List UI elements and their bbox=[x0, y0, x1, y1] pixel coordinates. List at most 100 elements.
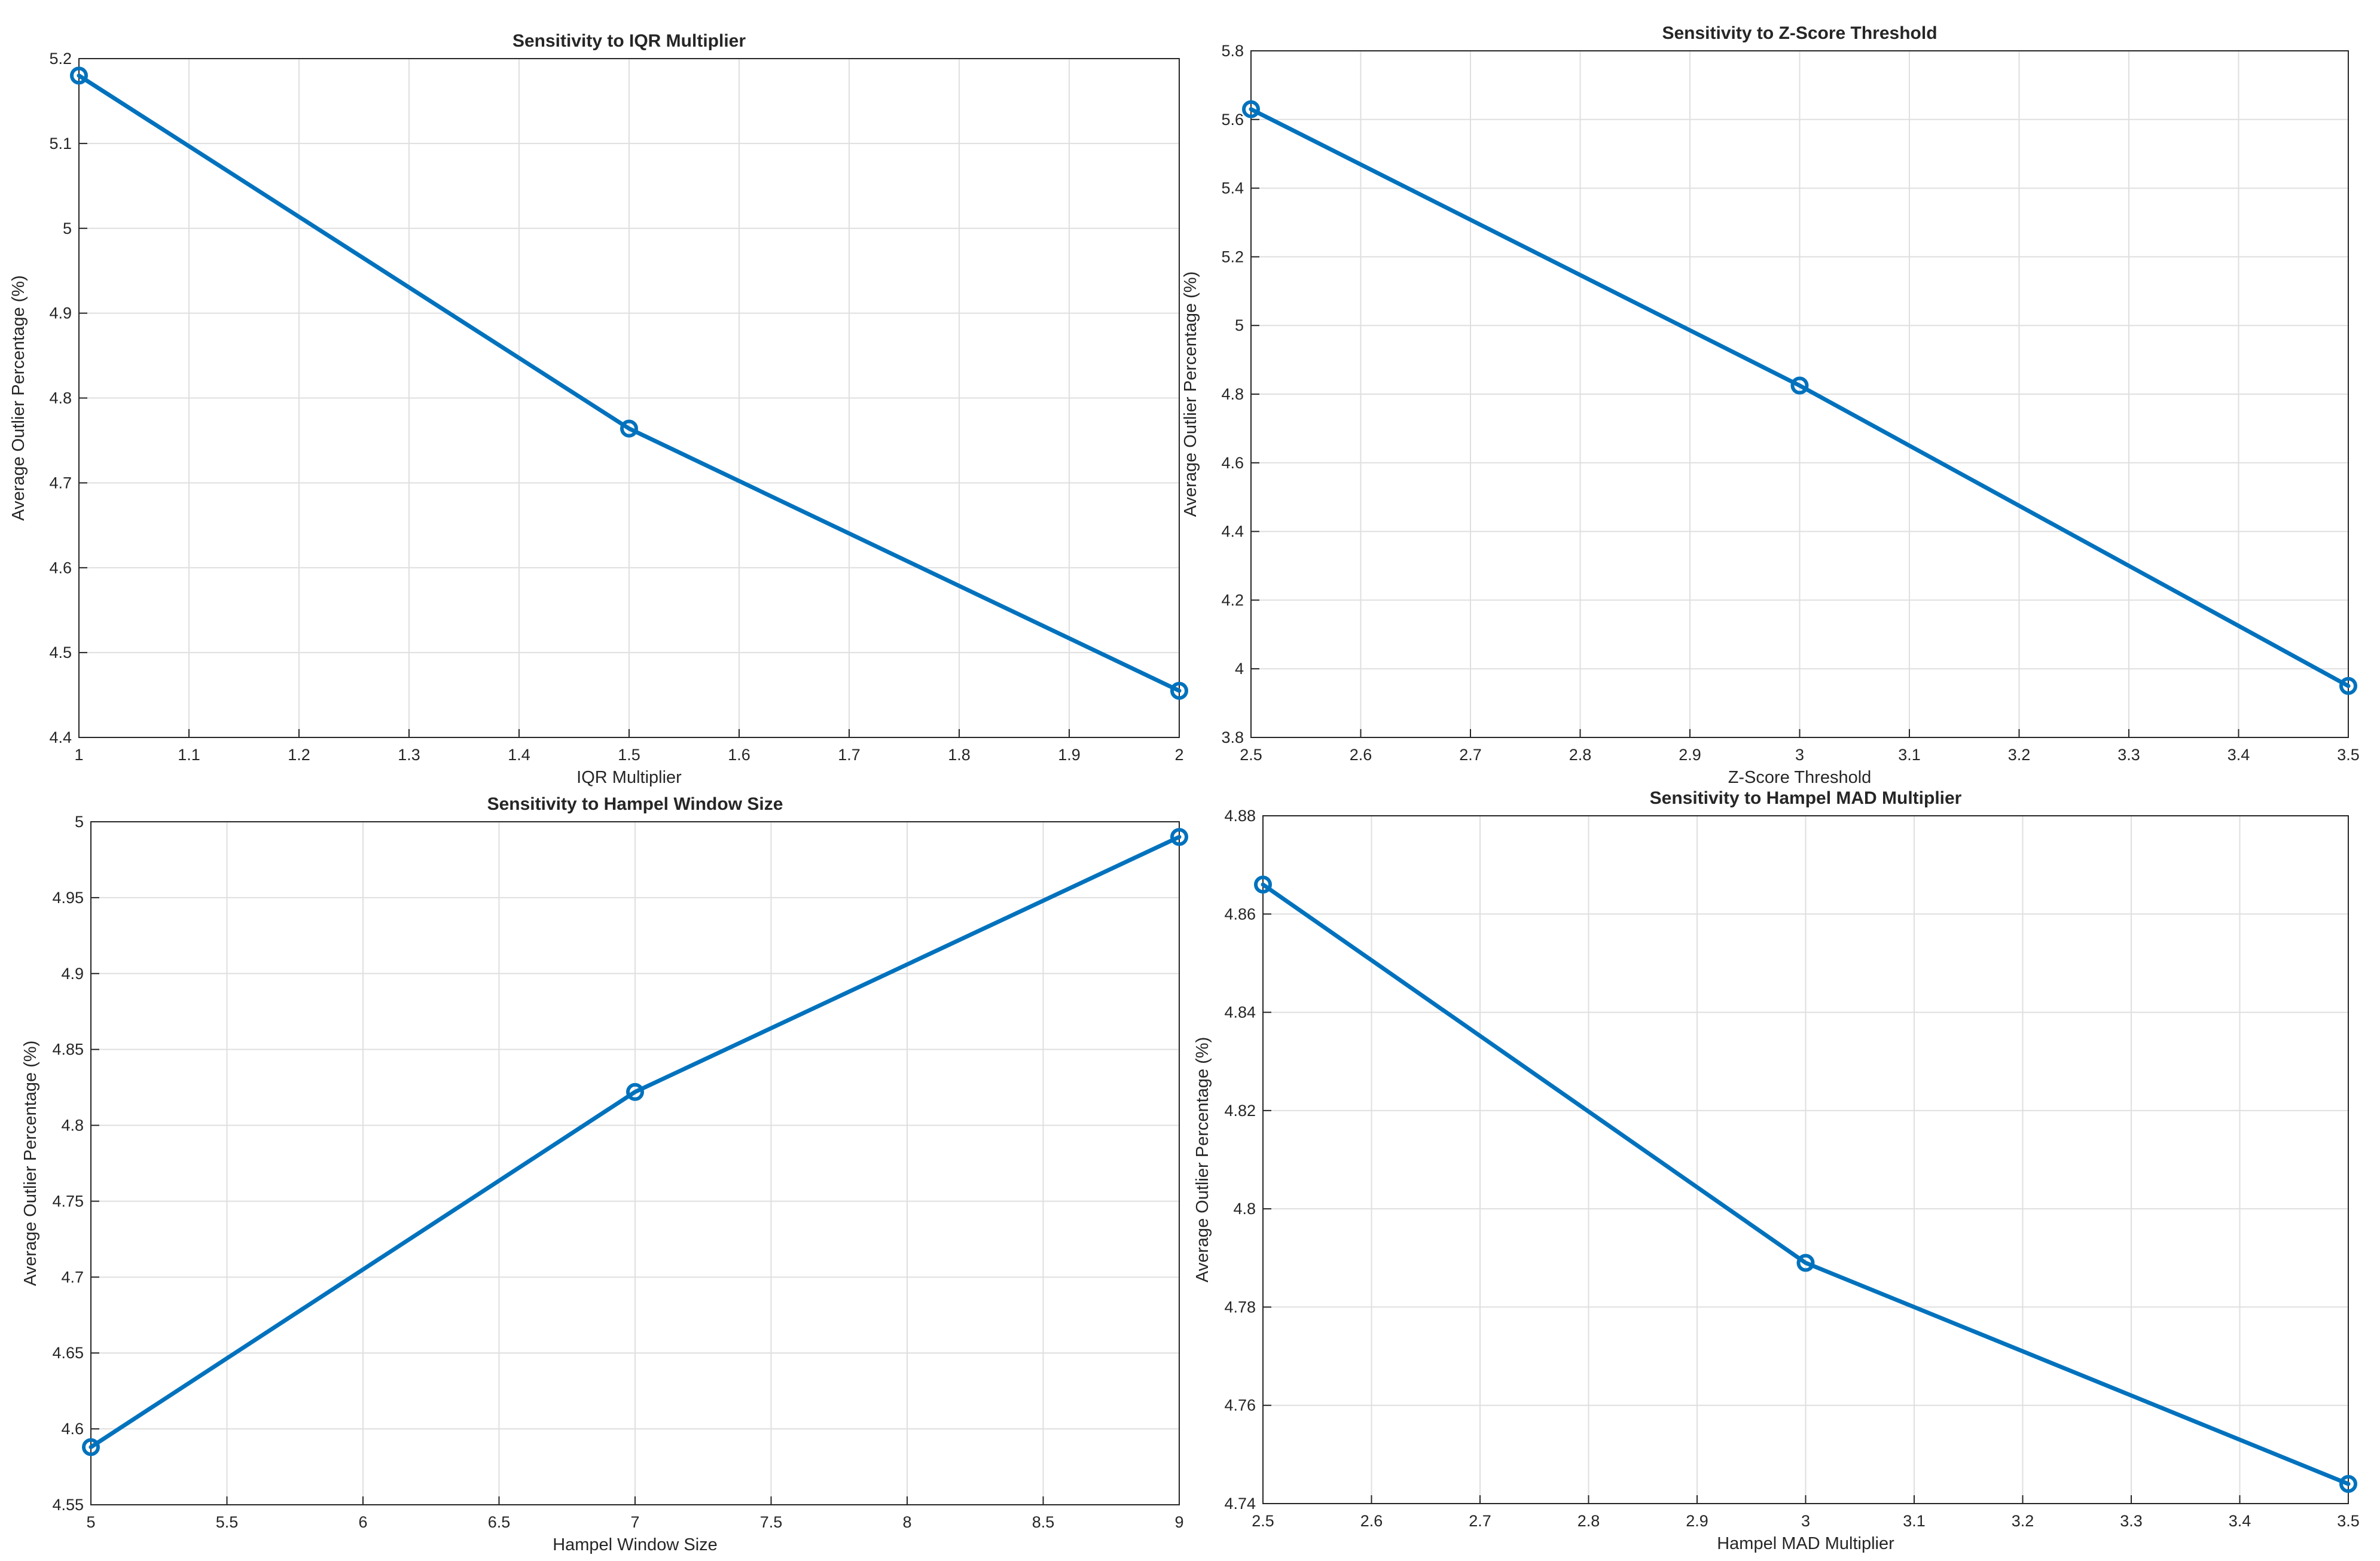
chart-4-x-tick-label-10: 3.4 bbox=[2229, 1512, 2251, 1530]
chart-2-x-tick-label-1: 2.5 bbox=[1240, 746, 1262, 764]
subplot-hampel-mad-multiplier: 2.5 2.6 2.7 2.8 2.9 3 3.1 3.2 3.3 3.4 3.5 4.74 4.76 4… bbox=[1193, 788, 2360, 1553]
chart-2-data-point-1 bbox=[1242, 100, 1260, 118]
chart-2-x-tick-label-4: 2.8 bbox=[1569, 746, 1592, 764]
chart-2-x-tick-label-11: 3.5 bbox=[2337, 746, 2360, 764]
chart-4-x-tick-label-7: 3.1 bbox=[1903, 1512, 1926, 1530]
chart-4-x-tick-label-6: 3 bbox=[1801, 1512, 1810, 1530]
chart-2-series-line bbox=[1249, 107, 2351, 688]
chart-3-y-axis-label: Average Outlier Percentage (%) bbox=[21, 1041, 40, 1286]
chart-4-y-tick-label-1: 4.74 bbox=[1224, 1495, 1256, 1513]
chart-2-y-tick-label-10: 5.6 bbox=[1221, 111, 1244, 129]
chart-2-x-tick-label-9: 3.3 bbox=[2117, 746, 2140, 764]
chart-2-y-tick-label-11: 5.8 bbox=[1221, 42, 1244, 60]
chart-1-y-tick-label-1: 4.4 bbox=[49, 728, 72, 746]
chart-4-x-tick-label-3: 2.7 bbox=[1469, 1512, 1491, 1530]
chart-3-y-tick-label-7: 4.85 bbox=[52, 1041, 84, 1059]
chart-2-x-tick-label-3: 2.7 bbox=[1459, 746, 1482, 764]
subplot-hampel-window-size: 5 5.5 6 6.5 7 7.5 8 8.5 9 4.55 4.6 4.65 4.7 4.75 4.8 4.… bbox=[21, 794, 1188, 1554]
chart-1-x-axis-label: IQR Multiplier bbox=[576, 768, 682, 787]
chart-1-y-tick-label-5: 4.8 bbox=[49, 389, 72, 407]
chart-3-y-tick-label-3: 4.65 bbox=[52, 1344, 84, 1362]
chart-4-x-tick-label-5: 2.9 bbox=[1686, 1512, 1708, 1530]
chart-1-x-tick-label-2: 1.1 bbox=[178, 746, 200, 764]
chart-1-y-tick-label-8: 5.1 bbox=[49, 135, 72, 153]
chart-4-y-tick-label-6: 4.84 bbox=[1224, 1004, 1256, 1022]
chart-4-x-tick-label-2: 2.6 bbox=[1360, 1512, 1383, 1530]
chart-3-series-line bbox=[89, 834, 1182, 1450]
chart-3-x-axis-label: Hampel Window Size bbox=[553, 1535, 718, 1554]
chart-4-y-tick-label-8: 4.88 bbox=[1224, 807, 1256, 825]
chart-3-x-tick-label-6: 7.5 bbox=[760, 1513, 783, 1531]
chart-1-data-point-2 bbox=[620, 419, 638, 438]
chart-1-x-tick-label-9: 1.8 bbox=[948, 746, 971, 764]
chart-4-y-axis-label: Average Outlier Percentage (%) bbox=[1193, 1037, 1212, 1283]
chart-2-y-tick-label-5: 4.6 bbox=[1221, 454, 1244, 472]
chart-4-x-tick-label-11: 3.5 bbox=[2337, 1512, 2360, 1530]
chart-2-x-tick-label-7: 3.1 bbox=[1898, 746, 1921, 764]
chart-1-title: Sensitivity to IQR Multiplier bbox=[512, 31, 746, 51]
chart-1-data-point-1 bbox=[70, 66, 88, 85]
chart-4-title: Sensitivity to Hampel MAD Multiplier bbox=[1650, 788, 1962, 808]
chart-3-y-tick-label-10: 5 bbox=[75, 813, 84, 831]
chart-4-x-tick-label-8: 3.2 bbox=[2012, 1512, 2034, 1530]
chart-3-y-tick-label-2: 4.6 bbox=[61, 1420, 84, 1438]
chart-2-y-tick-label-3: 4.2 bbox=[1221, 591, 1244, 609]
chart-3-x-tick-label-3: 6 bbox=[358, 1513, 367, 1531]
chart-1-y-tick-label-6: 4.9 bbox=[49, 304, 72, 322]
chart-3-y-tick-label-1: 4.55 bbox=[52, 1496, 84, 1514]
chart-1-x-tick-label-1: 1 bbox=[74, 746, 83, 764]
chart-2-x-tick-label-5: 2.9 bbox=[1679, 746, 1701, 764]
chart-1-series-line bbox=[77, 73, 1182, 693]
chart-1-x-tick-label-5: 1.4 bbox=[508, 746, 530, 764]
chart-1-data-point-3 bbox=[1170, 681, 1188, 700]
chart-2-x-tick-label-2: 2.6 bbox=[1350, 746, 1372, 764]
chart-2-y-tick-label-6: 4.8 bbox=[1221, 385, 1244, 403]
chart-1-x-tick-label-3: 1.2 bbox=[288, 746, 310, 764]
chart-4-x-axis-label: Hampel MAD Multiplier bbox=[1717, 1534, 1894, 1553]
chart-4-data-point-1 bbox=[1254, 876, 1272, 894]
chart-2-x-axis-label: Z-Score Threshold bbox=[1728, 768, 1872, 787]
chart-3-x-tick-label-4: 6.5 bbox=[488, 1513, 511, 1531]
chart-1-y-tick-label-3: 4.6 bbox=[49, 559, 72, 577]
chart-2-data-point-3 bbox=[2339, 676, 2357, 695]
chart-3-data-point-2 bbox=[626, 1083, 644, 1101]
chart-1-y-tick-label-7: 5 bbox=[63, 219, 72, 237]
chart-4-y-tick-label-2: 4.76 bbox=[1224, 1397, 1256, 1414]
chart-3-x-tick-label-5: 7 bbox=[630, 1513, 639, 1531]
subplot-z-score-threshold: 2.5 2.6 2.7 2.8 2.9 3 3.1 3.2 3.3 3.4 3.5 3.8 4 4.2 4.… bbox=[1181, 23, 2360, 787]
chart-2-x-tick-label-10: 3.4 bbox=[2228, 746, 2250, 764]
subplot-iqr-multiplier: 1 1.1 1.2 1.3 1.4 1.5 1.6 1.7 1.8 1.9 2 4.4 4.5 4.6 4.… bbox=[9, 31, 1188, 787]
chart-3-x-tick-label-8: 8.5 bbox=[1032, 1513, 1055, 1531]
chart-4-y-tick-label-7: 4.86 bbox=[1224, 905, 1256, 923]
chart-1-x-tick-label-8: 1.7 bbox=[838, 746, 861, 764]
chart-2-y-tick-label-8: 5.2 bbox=[1221, 248, 1244, 266]
chart-4-y-tick-label-4: 4.8 bbox=[1233, 1200, 1256, 1218]
chart-2-x-tick-label-6: 3 bbox=[1795, 746, 1804, 764]
chart-2-data-point-2 bbox=[1790, 376, 1809, 395]
chart-3-y-tick-label-5: 4.75 bbox=[52, 1192, 84, 1210]
chart-4-x-tick-label-1: 2.5 bbox=[1252, 1512, 1274, 1530]
chart-2-y-tick-label-4: 4.4 bbox=[1221, 523, 1244, 541]
chart-4-y-tick-label-5: 4.82 bbox=[1224, 1102, 1256, 1120]
chart-2-y-tick-label-2: 4 bbox=[1235, 660, 1244, 678]
chart-1-x-tick-label-6: 1.5 bbox=[618, 746, 640, 764]
chart-2-y-axis-label: Average Outlier Percentage (%) bbox=[1181, 272, 1200, 517]
chart-1-x-tick-label-10: 1.9 bbox=[1058, 746, 1081, 764]
chart-4-data-point-3 bbox=[2339, 1475, 2357, 1493]
chart-3-y-tick-label-4: 4.7 bbox=[61, 1268, 84, 1286]
chart-3-title: Sensitivity to Hampel Window Size bbox=[487, 794, 783, 814]
chart-4-y-tick-label-3: 4.78 bbox=[1224, 1298, 1256, 1316]
chart-2-x-tick-label-8: 3.2 bbox=[2008, 746, 2031, 764]
chart-1-y-tick-label-9: 5.2 bbox=[49, 50, 72, 68]
chart-3-x-tick-label-2: 5.5 bbox=[216, 1513, 239, 1531]
chart-1-x-tick-label-4: 1.3 bbox=[398, 746, 420, 764]
chart-4-x-tick-label-4: 2.8 bbox=[1577, 1512, 1600, 1530]
chart-1-y-tick-label-4: 4.7 bbox=[49, 474, 72, 492]
chart-4-data-point-2 bbox=[1796, 1254, 1815, 1272]
chart-2-title: Sensitivity to Z-Score Threshold bbox=[1662, 23, 1937, 43]
chart-1-x-tick-label-11: 2 bbox=[1174, 746, 1183, 764]
chart-1-y-axis-label: Average Outlier Percentage (%) bbox=[9, 275, 28, 521]
chart-4-x-tick-label-9: 3.3 bbox=[2120, 1512, 2143, 1530]
chart-2-y-tick-label-1: 3.8 bbox=[1221, 728, 1244, 746]
